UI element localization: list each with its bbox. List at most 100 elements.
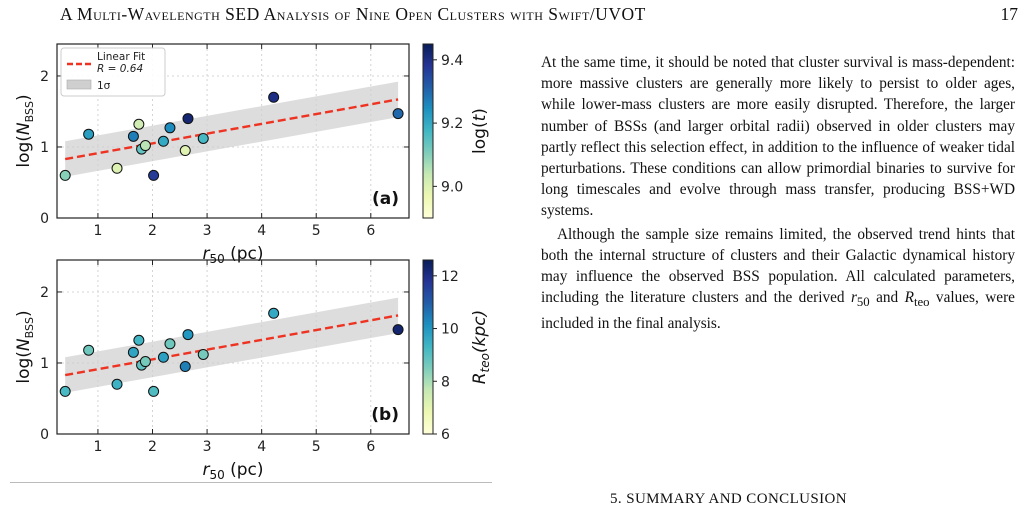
data-point: [133, 334, 145, 346]
data-point: [133, 118, 145, 130]
data-point: [392, 324, 404, 336]
y-axis-label: log(NBSS): [14, 310, 36, 383]
y-axis-label-post: ): [14, 94, 34, 101]
paragraph-1: At the same time, it should be noted tha…: [541, 54, 1015, 220]
data-point: [59, 169, 71, 181]
legend-band-swatch: [66, 79, 92, 90]
data-point: [148, 169, 160, 181]
data-point: [139, 356, 151, 368]
x-tick-label: 4: [257, 439, 266, 455]
data-point: [164, 122, 176, 134]
figure-scatter-panels: 1 2 3 4 5 6 0 1 2 r50 (pc) log(NBSS) (a) Linear Fit R…: [0, 36, 500, 486]
data-point: [139, 140, 151, 152]
paragraph-2-part-2: values, were included in the final analy…: [541, 289, 1015, 333]
data-point: [111, 378, 123, 390]
data-point: [157, 351, 169, 363]
x-tick-label: 2: [148, 223, 157, 239]
x-axis-label: r50 (pc): [202, 244, 263, 266]
data-point: [392, 108, 404, 120]
y-axis-label-pre: log(: [14, 351, 34, 384]
page-header: A Multi-Wavelength SED Analysis of Nine …: [0, 4, 1036, 30]
section-heading: 5. SUMMARY AND CONCLUSION: [610, 491, 847, 507]
linear-fit-line: [64, 98, 399, 161]
data-point: [59, 385, 71, 397]
data-point: [197, 132, 209, 144]
data-point: [164, 338, 176, 350]
y-tick-label: 1: [40, 356, 49, 372]
plot-frame: [56, 43, 410, 219]
x-axis-label-unit: (pc): [225, 244, 264, 264]
x-tick-label: 2: [148, 439, 157, 455]
data-point: [182, 329, 194, 341]
legend-r-label: R = 0.64: [97, 63, 143, 75]
colorbar-tick-label: 6: [441, 427, 450, 443]
data-point: [148, 385, 160, 397]
linear-fit-line: [64, 314, 399, 377]
colorbar-tick-label: 9.0: [441, 179, 463, 195]
y-tick-label: 2: [40, 69, 49, 85]
y-tick-label: 1: [40, 140, 49, 156]
colorbar-label: log(t): [470, 108, 490, 154]
data-point: [83, 128, 95, 140]
x-tick-label: 5: [312, 439, 321, 455]
colorbar-tick-label: 9.4: [441, 53, 463, 69]
plot-frame: [56, 259, 410, 435]
x-tick-label: 1: [93, 223, 102, 239]
paragraph-2-and: and: [869, 289, 905, 307]
x-tick-label: 3: [203, 223, 212, 239]
legend-band-label: 1σ: [97, 80, 111, 92]
panel-label: (b): [371, 405, 399, 425]
colorbar: [422, 259, 434, 435]
colorbar-label: Rteo(kpc): [470, 310, 492, 385]
x-axis-label-unit: (pc): [225, 460, 264, 480]
data-point: [157, 135, 169, 147]
x-axis-label-sub: 50: [209, 468, 224, 482]
colorbar-label-sub: teo: [478, 353, 492, 372]
y-axis-label-sub: BSS: [23, 101, 36, 122]
legend-fit-label: Linear Fit: [97, 51, 145, 63]
x-tick-label: 5: [312, 223, 321, 239]
data-point: [83, 344, 95, 356]
colorbar-label-pre: log(: [470, 121, 490, 154]
colorbar-label-main: t: [470, 113, 490, 121]
panel-label: (a): [372, 189, 399, 209]
page-number: 17: [1000, 4, 1019, 24]
paragraph-2-part-1: Although the sample size remains limited…: [541, 225, 1015, 307]
colorbar-tick-label: 9.2: [441, 116, 463, 132]
y-axis-label-pre: log(: [14, 135, 34, 168]
paragraph-2: Although the sample size remains limited…: [541, 224, 1015, 335]
r50-symbol: r: [850, 289, 857, 307]
colorbar-tick-label: 10: [441, 322, 459, 338]
y-axis-label-post: ): [14, 310, 34, 317]
data-point: [268, 91, 280, 103]
y-axis-label-sub: BSS: [23, 317, 36, 338]
colorbar-tick-label: 8: [441, 374, 450, 390]
colorbar-label-main: R: [470, 372, 490, 384]
data-point: [179, 361, 191, 373]
colorbar-label-unit: (kpc): [470, 310, 490, 353]
y-tick-label: 0: [40, 427, 49, 443]
r50-subscript: 50: [856, 295, 870, 310]
y-tick-label: 2: [40, 285, 49, 301]
data-point: [127, 346, 139, 358]
y-axis-label-main: N: [14, 122, 34, 135]
body-text-column: At the same time, it should be noted tha…: [541, 52, 1015, 335]
x-axis-label-main: r: [202, 460, 210, 480]
running-title: A Multi-Wavelength SED Analysis of Nine …: [60, 4, 646, 24]
y-tick-label: 0: [40, 211, 49, 227]
x-tick-label: 3: [203, 439, 212, 455]
data-point: [127, 130, 139, 142]
data-point: [197, 348, 209, 360]
x-tick-label: 6: [366, 439, 375, 455]
x-tick-label: 1: [93, 439, 102, 455]
data-point: [268, 307, 280, 319]
rteo-symbol: R: [904, 289, 914, 307]
y-axis-label: log(NBSS): [14, 94, 36, 167]
colorbar-tick-label: 12: [441, 269, 459, 285]
colorbar: [422, 43, 434, 219]
data-point: [179, 145, 191, 157]
